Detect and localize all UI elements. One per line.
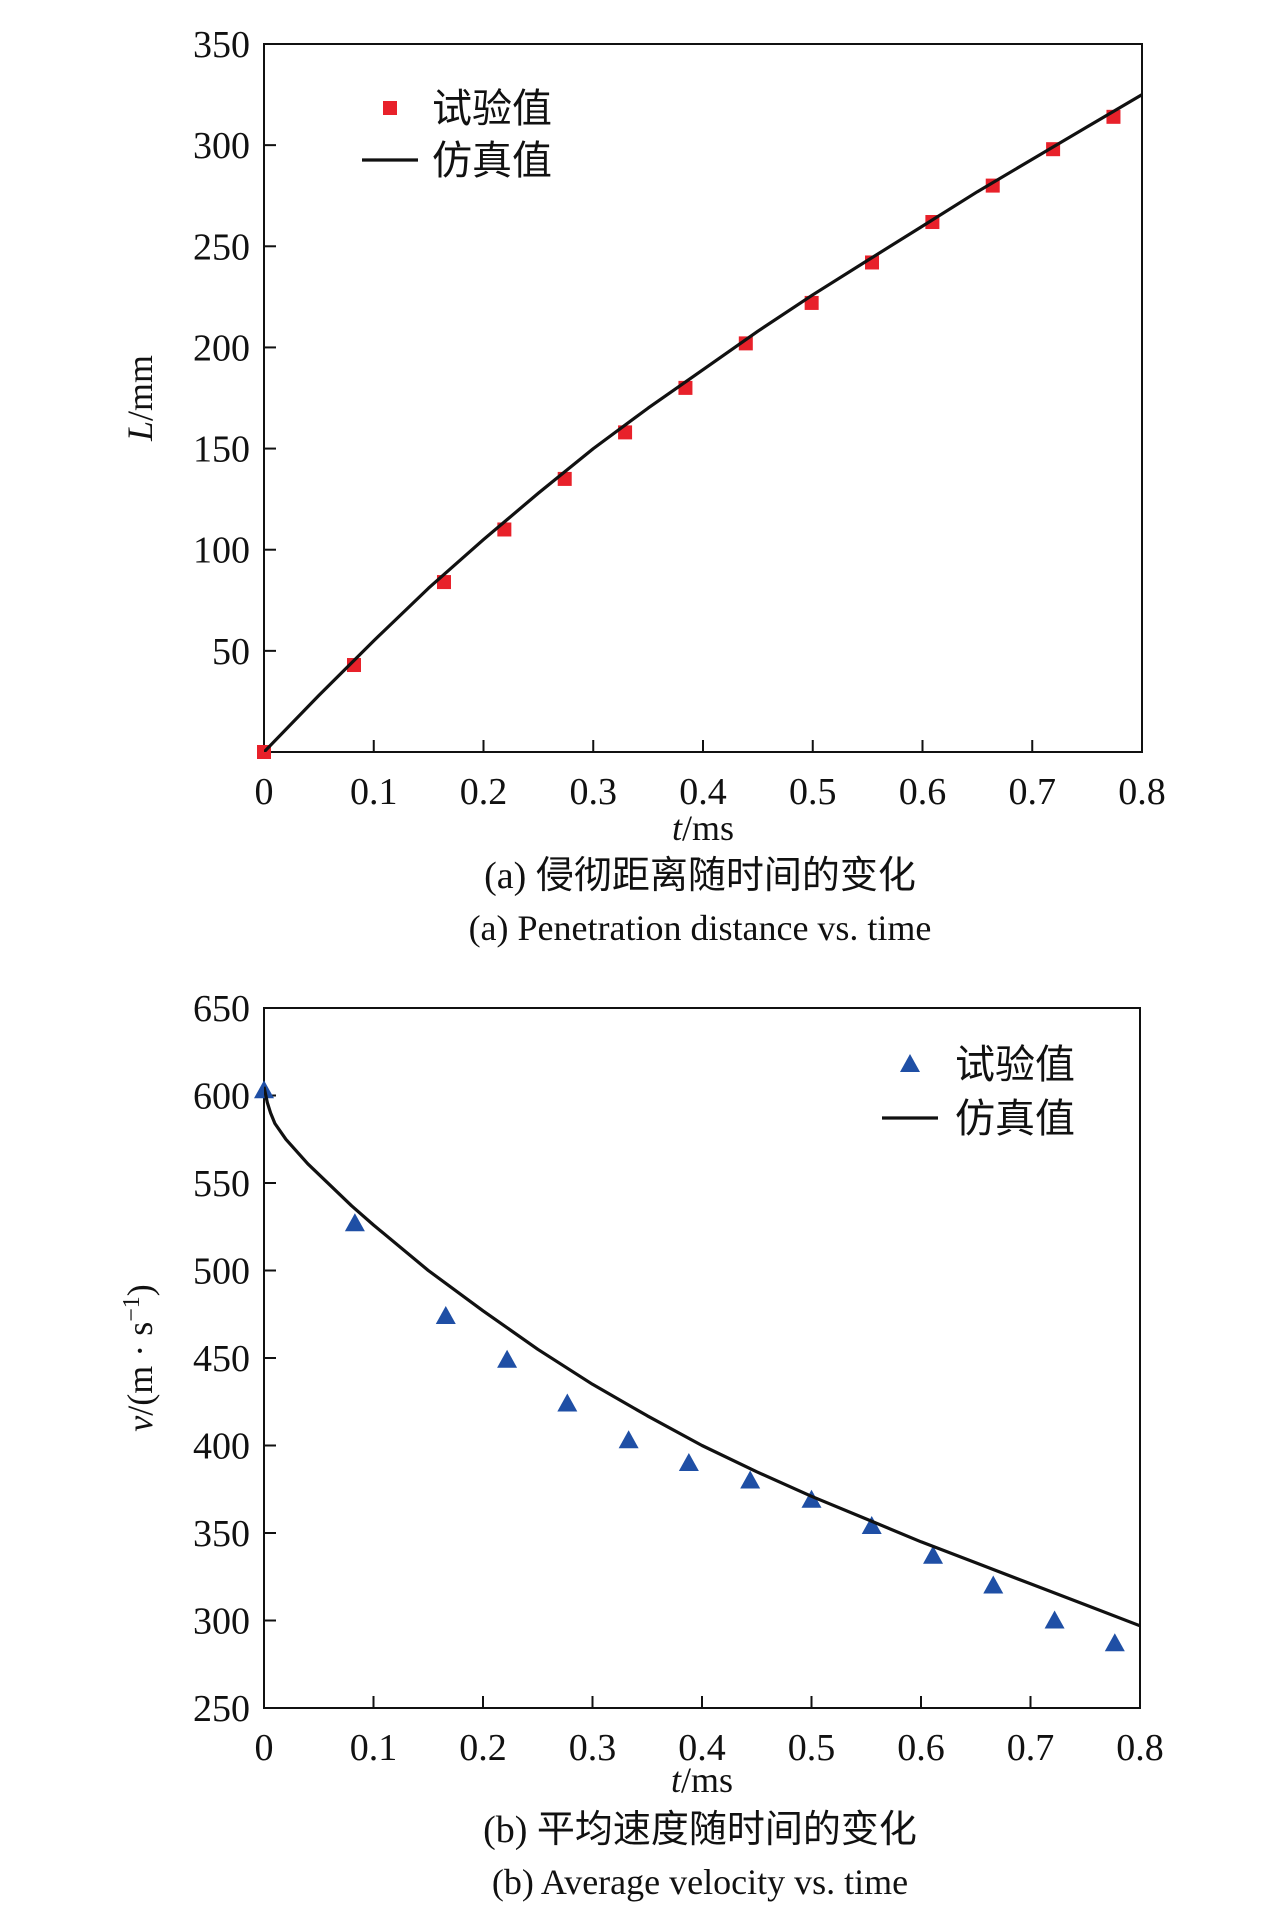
x-axis-unit: /ms xyxy=(682,808,734,848)
y-axis-var: L xyxy=(120,421,160,442)
x-tick-label: 0.7 xyxy=(1007,1727,1055,1769)
plot-frame xyxy=(263,43,1143,753)
x-tick-label: 0.7 xyxy=(1009,771,1057,813)
y-tick-label: 300 xyxy=(193,125,250,167)
experiment-point xyxy=(861,1516,882,1534)
experiment-point xyxy=(983,1575,1004,1594)
experiment-point xyxy=(344,1213,365,1232)
y-axis-label: v/(m · s−1) xyxy=(119,1284,160,1432)
y-axis-label: L/mm xyxy=(120,355,160,442)
experiment-point xyxy=(738,336,753,351)
experiment-point xyxy=(740,1470,761,1489)
legend-label-simulation: 仿真值 xyxy=(955,1096,1075,1141)
y-tick-label: 600 xyxy=(193,1076,250,1118)
y-axis-unit-exponent: −1 xyxy=(119,1296,145,1322)
y-axis-var: v xyxy=(120,1416,160,1432)
x-axis-label: t/ms xyxy=(671,1760,733,1800)
x-tick-label: 0.6 xyxy=(897,1727,945,1769)
y-tick-label: 550 xyxy=(193,1163,250,1205)
experiment-point xyxy=(557,1393,578,1412)
legend-marker-swatch xyxy=(900,1054,920,1072)
y-tick-label: 250 xyxy=(193,1688,250,1730)
caption-chinese: (a) 侵彻距离随时间的变化 xyxy=(484,855,916,897)
x-tick-label: 0.3 xyxy=(569,1727,617,1769)
y-tick-label: 250 xyxy=(193,226,250,268)
x-tick-label: 0.1 xyxy=(350,771,398,813)
x-axis-label: t/ms xyxy=(672,808,734,848)
y-tick-label: 350 xyxy=(193,1513,250,1555)
legend-label-experiment: 试验值 xyxy=(432,86,552,131)
x-tick-label: 0.2 xyxy=(460,771,508,813)
chart-panel-b: 0 0.1 0.2 0.3 0.4 0.5 0.6 0.7 0.8 250 300 350 400 450… xyxy=(119,988,1164,1902)
y-tick-label: 650 xyxy=(193,988,250,1030)
y-axis-unit: /(m · s xyxy=(120,1322,160,1416)
y-tick-label: 50 xyxy=(212,631,250,673)
x-tick-label: 0.1 xyxy=(350,1727,398,1769)
experiment-point xyxy=(435,1306,456,1324)
legend-marker-swatch xyxy=(383,101,397,115)
caption-chinese: (b) 平均速度随时间的变化 xyxy=(483,1809,917,1851)
x-tick-label: 0.2 xyxy=(459,1727,507,1769)
y-tick-label: 150 xyxy=(193,429,250,471)
y-tick-label: 500 xyxy=(193,1251,250,1293)
experiment-point xyxy=(1044,1610,1065,1629)
experiment-point xyxy=(923,1545,944,1564)
y-tick-label: 350 xyxy=(193,24,250,66)
x-tick-label: 0 xyxy=(255,1727,274,1769)
y-tick-label: 300 xyxy=(193,1601,250,1643)
x-tick-label: 0.5 xyxy=(789,771,837,813)
y-tick-label: 400 xyxy=(193,1426,250,1468)
x-tick-label: 0.6 xyxy=(899,771,947,813)
experiment-point xyxy=(618,1430,639,1449)
x-tick-label: 0 xyxy=(255,771,274,813)
x-axis-unit: /ms xyxy=(681,1760,733,1800)
x-tick-label: 0.4 xyxy=(679,771,727,813)
x-axis-var: t xyxy=(672,808,683,848)
y-tick-label: 100 xyxy=(193,530,250,572)
x-tick-label: 0.4 xyxy=(678,1727,726,1769)
x-axis-var: t xyxy=(671,1760,682,1800)
legend-label-simulation: 仿真值 xyxy=(432,138,552,183)
chart-panel-a: 0 0.1 0.2 0.3 0.4 0.5 0.6 0.7 0.8 50 100 150 200 250 3… xyxy=(120,24,1166,948)
y-axis-unit: /mm xyxy=(120,355,160,421)
y-tick-label: 200 xyxy=(193,327,250,369)
y-axis-unit-close: ) xyxy=(120,1284,160,1296)
caption-english: (b) Average velocity vs. time xyxy=(492,1862,908,1902)
experiment-point xyxy=(801,1489,822,1508)
caption-english: (a) Penetration distance vs. time xyxy=(469,908,932,948)
experiment-point xyxy=(678,1453,699,1471)
x-tick-label: 0.5 xyxy=(788,1727,836,1769)
y-tick-label: 450 xyxy=(193,1338,250,1380)
simulation-line xyxy=(264,1086,1140,1628)
x-tick-label: 0.3 xyxy=(570,771,618,813)
simulation-line xyxy=(264,93,1142,752)
experiment-point xyxy=(346,658,361,673)
x-tick-label: 0.8 xyxy=(1118,771,1166,813)
x-tick-label: 0.8 xyxy=(1116,1727,1164,1769)
experiment-point xyxy=(1104,1633,1125,1652)
legend-label-experiment: 试验值 xyxy=(955,1042,1075,1087)
experiment-point xyxy=(497,1349,518,1368)
